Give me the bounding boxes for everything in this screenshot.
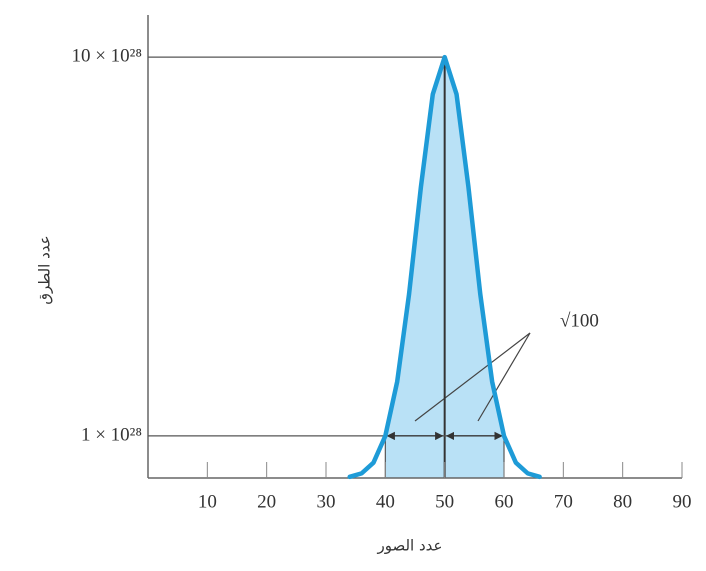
x-tick-label: 30: [317, 491, 336, 512]
x-axis-label: عدد الصور: [376, 537, 442, 555]
curve: [347, 54, 542, 480]
x-tick-label: 40: [376, 491, 395, 512]
x-tick-label: 10: [198, 491, 217, 512]
x-tick-label: 60: [495, 491, 514, 512]
annotation: √100: [560, 310, 599, 331]
x-tick-label: 50: [435, 491, 454, 512]
x-tick-label: 80: [613, 491, 632, 512]
y-axis-label: عدد الطرق: [36, 235, 54, 304]
y-tick-label: 10 × 10²⁸: [71, 45, 142, 66]
x-tick-label: 90: [673, 491, 692, 512]
x-tick-label: 20: [257, 491, 276, 512]
annotation-pointer: [477, 332, 531, 422]
annotation-pointer: [414, 332, 531, 422]
x-tick-label: 70: [554, 491, 573, 512]
y-tick-label: 1 × 10²⁸: [81, 424, 142, 445]
